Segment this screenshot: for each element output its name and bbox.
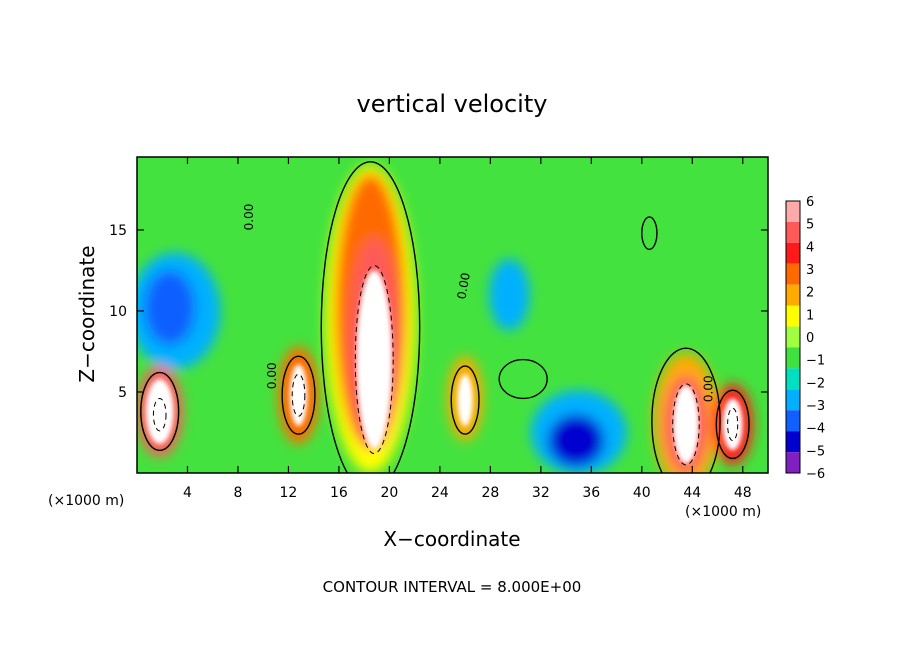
heatmap-field bbox=[137, 157, 768, 473]
high-contour bbox=[727, 407, 739, 442]
colorbar-label: −1 bbox=[806, 354, 825, 369]
x-units-label-right: (×1000 m) bbox=[685, 504, 761, 520]
colorbar-swatch bbox=[786, 368, 800, 390]
downdraft-shade bbox=[489, 259, 530, 331]
colorbar-label: −6 bbox=[806, 467, 825, 482]
x-tick-label: 32 bbox=[532, 485, 550, 501]
x-tick-label: 44 bbox=[683, 485, 701, 501]
colorbar-swatch bbox=[786, 431, 800, 453]
colorbar-swatch bbox=[786, 389, 800, 411]
high-contour bbox=[291, 373, 306, 417]
contour-label: 0.00 bbox=[701, 375, 715, 402]
colorbar-frame bbox=[785, 200, 801, 474]
colorbar-label: −5 bbox=[806, 444, 825, 459]
colorbar-swatch bbox=[786, 242, 800, 264]
x-tick-label: 28 bbox=[481, 485, 499, 501]
x-tick-label: 48 bbox=[734, 485, 752, 501]
x-tick-label: 40 bbox=[633, 485, 651, 501]
colorbar-swatch bbox=[786, 305, 800, 327]
updraft-shade bbox=[673, 385, 699, 464]
zero-contour bbox=[651, 347, 721, 473]
x-tick-label: 16 bbox=[330, 485, 348, 501]
contour-label: 0.00 bbox=[242, 204, 256, 231]
colorbar-label: 3 bbox=[806, 263, 814, 278]
x-tick-label: 4 bbox=[183, 485, 192, 501]
y-tick-label: 5 bbox=[118, 385, 127, 401]
colorbar-label: −4 bbox=[806, 422, 825, 437]
x-tick-label: 24 bbox=[431, 485, 449, 501]
downdraft-shade bbox=[144, 270, 196, 345]
colorbar: 6 5 4 3 2 1 0 −1 −2 −3 −4 −5 −6 bbox=[785, 195, 825, 482]
colorbar-swatch bbox=[786, 326, 800, 348]
x-tick-label: 20 bbox=[380, 485, 398, 501]
contour-label: 0.00 bbox=[454, 272, 472, 301]
colorbar-swatch bbox=[786, 221, 800, 243]
colorbar-label: −2 bbox=[806, 376, 825, 391]
updraft-shade bbox=[457, 374, 473, 427]
downdraft-shade bbox=[548, 414, 604, 467]
zero-contour bbox=[281, 355, 316, 435]
colorbar-swatch bbox=[786, 284, 800, 306]
colorbar-swatch bbox=[786, 452, 800, 473]
chart-title: vertical velocity bbox=[357, 90, 548, 118]
high-contour bbox=[672, 383, 700, 466]
high-contour bbox=[354, 265, 394, 455]
colorbar-label: 4 bbox=[806, 240, 814, 255]
high-contour bbox=[152, 397, 167, 432]
zero-contour bbox=[641, 216, 658, 251]
zero-contour bbox=[715, 389, 750, 460]
colorbar-swatch bbox=[786, 347, 800, 369]
colorbar-label: 2 bbox=[806, 286, 814, 301]
colorbar-label: 6 bbox=[806, 195, 814, 210]
y-tick-label: 10 bbox=[109, 304, 127, 320]
updraft-shade bbox=[722, 398, 743, 451]
colorbar-label: 5 bbox=[806, 218, 814, 233]
colorbar-label: −3 bbox=[806, 399, 825, 414]
y-axis-title: Z−coordinate bbox=[75, 245, 99, 382]
field-shading bbox=[137, 165, 753, 473]
y-axis: 5 10 15 bbox=[109, 223, 768, 401]
colorbar-swatch bbox=[786, 201, 800, 222]
colorbar-swatch bbox=[786, 410, 800, 432]
colorbar-label: 0 bbox=[806, 331, 814, 346]
x-axis-title: X−coordinate bbox=[383, 527, 520, 551]
updraft-shade bbox=[145, 379, 174, 444]
zero-contour bbox=[140, 371, 180, 452]
x-tick-label: 36 bbox=[582, 485, 600, 501]
x-axis: 4 8 12 16 20 24 28 32 36 40 44 48 bbox=[183, 157, 752, 501]
colorbar-swatch bbox=[786, 263, 800, 285]
zero-contour bbox=[320, 161, 421, 473]
x-tick-label: 12 bbox=[280, 485, 298, 501]
zero-contour bbox=[498, 358, 548, 400]
zero-contours: 0.00 0.00 0.00 0.00 bbox=[140, 161, 750, 473]
colorbar-label: 1 bbox=[806, 308, 814, 323]
contour-label: 0.00 bbox=[265, 362, 279, 389]
x-tick-label: 8 bbox=[233, 485, 242, 501]
y-tick-label: 15 bbox=[109, 223, 127, 239]
contour-interval-caption: CONTOUR INTERVAL = 8.000E+00 bbox=[323, 578, 582, 596]
updraft-shade bbox=[356, 270, 392, 449]
x-units-label-left: (×1000 m) bbox=[48, 493, 124, 509]
zero-contour bbox=[450, 365, 480, 435]
plot-frame bbox=[136, 156, 769, 474]
